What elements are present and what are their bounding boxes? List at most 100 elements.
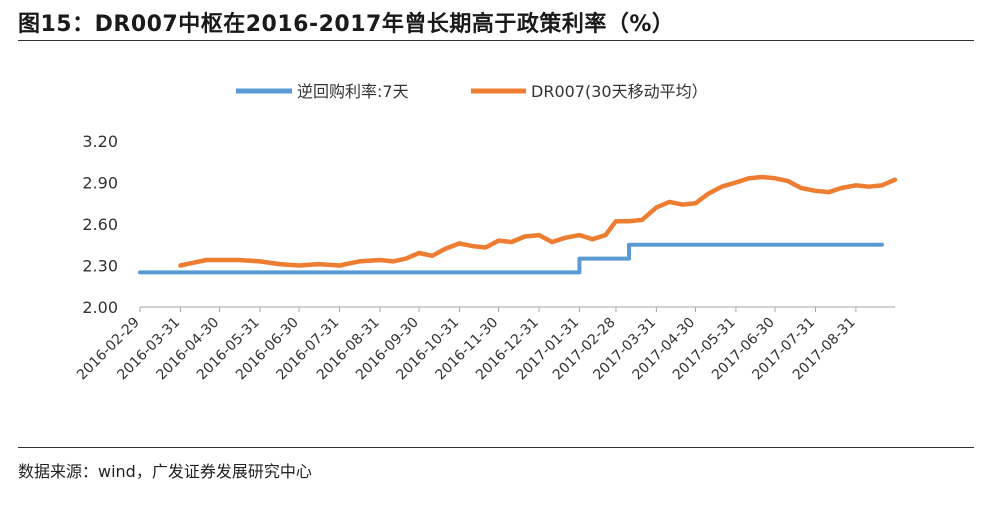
series-1-point-31: [615, 220, 617, 222]
series-0-point-24: [524, 272, 526, 274]
series-0-point-14: [392, 272, 394, 274]
series-1-point-38: [708, 193, 710, 195]
series-1-point-8: [279, 263, 281, 265]
series-0-point-45: [800, 244, 802, 246]
series-0-point-5: [219, 272, 221, 274]
series-1-point-29: [592, 238, 594, 240]
series-0-point-23: [511, 272, 513, 274]
series-0-point-20: [472, 272, 474, 274]
plot-area: [138, 174, 898, 275]
series-0-point-31: [615, 258, 617, 260]
legend-label-policy-rate: 逆回购利率:7天: [297, 82, 409, 101]
series-0-point-38: [708, 244, 710, 246]
legend-label-dr007: DR007(30天移动平均）: [531, 82, 708, 101]
series-1-point-37: [695, 203, 697, 205]
series-1-point-11: [339, 265, 341, 267]
series-0-point-13: [379, 272, 381, 274]
series-0-point-4: [206, 272, 208, 274]
series-line-0: [138, 242, 884, 275]
series-0-point-35: [669, 244, 671, 246]
series-1-point-35: [669, 201, 671, 203]
series-1-point-7: [259, 261, 261, 263]
series-1-point-15: [405, 258, 407, 260]
y-tick-label-3: 2.90: [82, 174, 118, 193]
series-1-point-6: [238, 259, 240, 261]
series-1-point-12: [358, 261, 360, 263]
series-1-point-33: [641, 219, 643, 221]
series-0-point-34: [656, 244, 658, 246]
series-0-point-21: [485, 272, 487, 274]
series-1-point-27: [564, 237, 566, 239]
axes: 2.002.302.602.903.202016-02-292016-03-31…: [74, 132, 895, 383]
series-0-point-33: [641, 244, 643, 246]
series-0-point-37: [695, 244, 697, 246]
series-1-point-48: [841, 187, 843, 189]
series-1-point-20: [472, 245, 474, 247]
series-1-point-34: [656, 207, 658, 209]
series-1-point-45: [800, 187, 802, 189]
series-0-point-27: [564, 272, 566, 274]
series-1-point-24: [524, 236, 526, 238]
series-1-point-49: [855, 185, 857, 187]
series-0-point-46: [815, 244, 817, 246]
chart-title: 图15：DR007中枢在2016-2017年曾长期高于政策利率（%）: [18, 12, 675, 37]
series-1-point-51: [881, 185, 883, 187]
series-0-point-19: [459, 272, 461, 274]
series-1-point-46: [815, 190, 817, 192]
series-0-point-32: [628, 244, 630, 246]
series-0-point-49: [855, 244, 857, 246]
series-1-point-2: [180, 265, 182, 267]
source-divider: [18, 447, 974, 448]
series-0-point-29: [592, 258, 594, 260]
series-0-point-43: [774, 244, 776, 246]
series-0-point-47: [828, 244, 830, 246]
series-1-point-9: [298, 265, 300, 267]
series-1-point-40: [735, 182, 737, 184]
series-1-point-28: [579, 234, 581, 236]
series-0-point-11: [339, 272, 341, 274]
series-1-point-13: [379, 259, 381, 261]
series-0-point-51: [881, 244, 883, 246]
series-0-point-26: [551, 272, 553, 274]
y-tick-label-1: 2.30: [82, 257, 118, 276]
series-1-point-22: [498, 240, 500, 242]
series-0-point-10: [318, 272, 320, 274]
series-1-point-42: [761, 176, 763, 178]
series-1-point-52: [894, 179, 896, 181]
series-0-point-40: [735, 244, 737, 246]
series-1-point-18: [444, 248, 446, 250]
y-tick-label-2: 2.60: [82, 215, 118, 234]
y-tick-label-0: 2.00: [82, 298, 118, 317]
series-line-1: [178, 174, 898, 268]
source-note: 数据来源：wind，广发证券发展研究中心: [18, 462, 312, 481]
series-1-point-32: [628, 220, 630, 222]
title-divider: [18, 40, 974, 41]
series-0-point-1: [159, 272, 161, 274]
legend: 逆回购利率:7天 DR007(30天移动平均）: [236, 82, 708, 101]
series-0-point-42: [761, 244, 763, 246]
series-1-point-30: [605, 234, 607, 236]
series-1-point-16: [418, 252, 420, 254]
series-0-point-39: [721, 244, 723, 246]
series-1-point-21: [485, 247, 487, 249]
series-0-point-50: [868, 244, 870, 246]
series-0-point-18: [444, 272, 446, 274]
series-0-point-36: [682, 244, 684, 246]
series-1-point-44: [787, 180, 789, 182]
series-0-point-16: [418, 272, 420, 274]
series-0-point-25: [538, 272, 540, 274]
series-0-point-8: [279, 272, 281, 274]
series-1-point-50: [868, 186, 870, 188]
series-1-point-25: [538, 234, 540, 236]
series-0-point-0: [139, 272, 141, 274]
series-0-point-9: [298, 272, 300, 274]
series-1-point-47: [828, 191, 830, 193]
series-0-point-44: [787, 244, 789, 246]
series-0-point-15: [405, 272, 407, 274]
series-1-point-5: [219, 259, 221, 261]
series-1-point-10: [318, 263, 320, 265]
series-0-point-22: [498, 272, 500, 274]
series-0-point-12: [358, 272, 360, 274]
series-1-point-36: [682, 204, 684, 206]
